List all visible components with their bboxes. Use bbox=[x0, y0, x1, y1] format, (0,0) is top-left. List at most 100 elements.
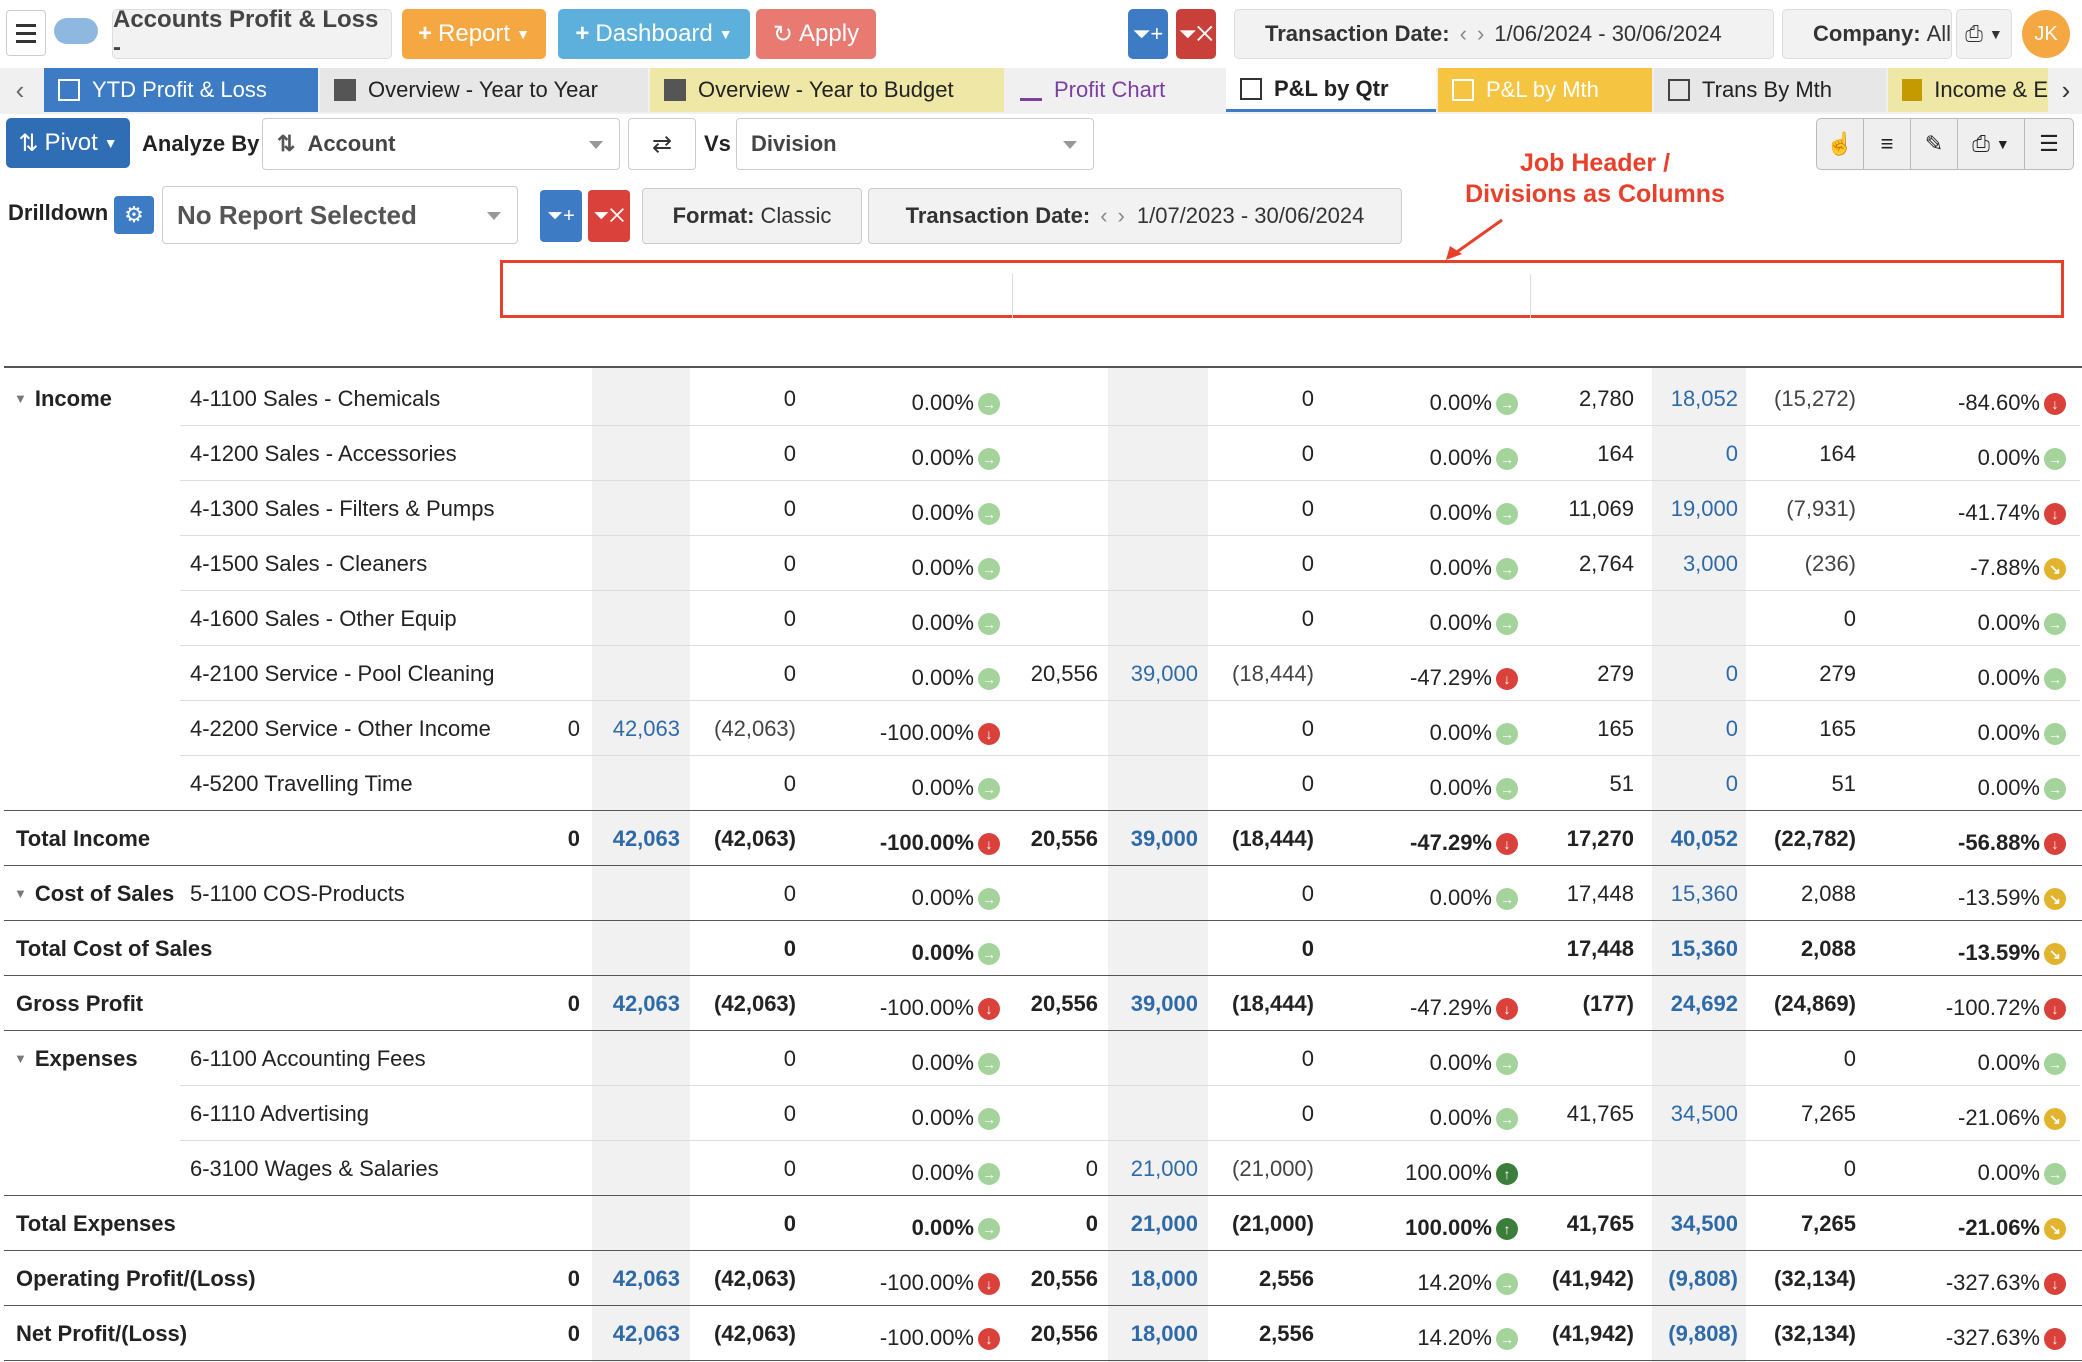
drilldown-settings-button[interactable]: ⚙ bbox=[114, 196, 154, 234]
row-group-label[interactable]: Total Cost of Sales bbox=[16, 936, 212, 962]
report-name-tab[interactable]: Accounts Profit & Loss - bbox=[112, 6, 392, 61]
tab-trans-by-mth[interactable]: Trans By Mth bbox=[1654, 68, 1886, 112]
collapse-triangle-icon[interactable]: ▼ bbox=[14, 886, 27, 901]
budget-cell[interactable]: 15,360 bbox=[1670, 936, 1738, 961]
collapse-triangle-icon[interactable]: ▼ bbox=[14, 1051, 27, 1066]
budget-cell[interactable]: 18,000 bbox=[1130, 1321, 1198, 1346]
add-filter-button[interactable]: ⏷+ bbox=[540, 190, 582, 242]
budget-cell[interactable]: 34,500 bbox=[1670, 1211, 1738, 1236]
row-group-label[interactable]: Total Expenses bbox=[16, 1211, 176, 1237]
budget-cell[interactable]: 0 bbox=[1725, 716, 1738, 741]
avatar[interactable]: JK bbox=[2022, 10, 2070, 58]
tab-ytd-profit-loss[interactable]: YTD Profit & Loss bbox=[44, 68, 318, 112]
budget-cell[interactable]: 42,063 bbox=[612, 991, 680, 1016]
row-group-label[interactable]: Gross Profit bbox=[16, 991, 143, 1017]
budget-cell[interactable]: 0 bbox=[1725, 661, 1738, 686]
budget-cell[interactable]: 0 bbox=[1725, 771, 1738, 796]
next-date-icon[interactable]: › bbox=[1476, 21, 1485, 46]
account-label[interactable]: 4-2200 Service - Other Income bbox=[190, 716, 491, 741]
swap-button[interactable]: ⇄ bbox=[628, 118, 696, 170]
edit-icon[interactable]: ✎ bbox=[1911, 119, 1958, 169]
vs-select[interactable]: Division bbox=[736, 118, 1094, 170]
account-label[interactable]: 4-1200 Sales - Accessories bbox=[190, 441, 457, 466]
row-group-label[interactable]: ▼ Income bbox=[14, 386, 112, 412]
budget-cell[interactable]: 39,000 bbox=[1130, 991, 1198, 1016]
filter-clear-icon: ⏷✕ bbox=[593, 204, 625, 227]
budget-cell[interactable]: (9,808) bbox=[1668, 1321, 1738, 1346]
clear-filter-button[interactable]: ⏷✕ bbox=[1176, 9, 1216, 59]
format-filter[interactable]: Format: Classic bbox=[642, 188, 862, 244]
transaction-date-filter[interactable]: Transaction Date: ‹ › 1/06/2024 - 30/06/… bbox=[1234, 9, 1774, 59]
tab-overview-year-to-year[interactable]: Overview - Year to Year bbox=[320, 68, 648, 112]
account-label[interactable]: 6-3100 Wages & Salaries bbox=[190, 1156, 439, 1181]
report-button[interactable]: + Report ▼ bbox=[402, 9, 546, 59]
tab-profit-chart[interactable]: Profit Chart bbox=[1006, 68, 1224, 112]
tab-pl-by-qtr[interactable]: P&L by Qtr bbox=[1226, 68, 1436, 112]
tab-income-expense[interactable]: Income & E bbox=[1888, 68, 2048, 112]
sort-icon[interactable]: ≡ bbox=[1864, 119, 1911, 169]
account-label[interactable]: 4-1500 Sales - Cleaners bbox=[190, 551, 428, 576]
transaction-date-value: 1/07/2023 - 30/06/2024 bbox=[1136, 203, 1365, 228]
row-group-label[interactable]: ▼ Expenses bbox=[14, 1046, 138, 1072]
budget-cell[interactable]: 42,063 bbox=[612, 716, 680, 741]
account-label[interactable]: 4-1600 Sales - Other Equip bbox=[190, 606, 457, 631]
pivot-button[interactable]: ⇅ Pivot ▼ bbox=[6, 118, 130, 168]
budget-cell[interactable]: 15,360 bbox=[1670, 881, 1738, 906]
actual-cell: 165 bbox=[1597, 716, 1634, 741]
menu-icon[interactable] bbox=[6, 10, 46, 56]
budget-cell[interactable]: 21,000 bbox=[1130, 1211, 1198, 1236]
transaction-date-filter-2[interactable]: Transaction Date: ‹ › 1/07/2023 - 30/06/… bbox=[868, 188, 1402, 244]
drilldown-select[interactable]: No Report Selected bbox=[162, 186, 518, 244]
account-label[interactable]: 4-1300 Sales - Filters & Pumps bbox=[190, 496, 495, 521]
analyze-by-select[interactable]: ⇅ Account bbox=[262, 118, 620, 170]
account-label[interactable]: 4-1100 Sales - Chemicals bbox=[190, 386, 441, 411]
budget-cell[interactable]: 19,000 bbox=[1670, 496, 1738, 521]
tab-overview-year-to-budget[interactable]: Overview - Year to Budget bbox=[650, 68, 1004, 112]
budget-cell[interactable]: 39,000 bbox=[1130, 826, 1198, 851]
dashboard-button[interactable]: + Dashboard ▼ bbox=[558, 9, 750, 59]
account-label[interactable]: 6-1110 Advertising bbox=[190, 1101, 369, 1126]
hamburger-icon[interactable]: ☰ bbox=[2039, 131, 2059, 156]
tabs-scroll-left-icon[interactable]: ‹ bbox=[15, 74, 25, 105]
budget-cell[interactable]: 3,000 bbox=[1682, 551, 1738, 576]
prev-date-icon[interactable]: ‹ bbox=[1100, 203, 1108, 228]
clear-filter-button[interactable]: ⏷✕ bbox=[588, 190, 630, 242]
touch-icon[interactable]: ☝ bbox=[1817, 119, 1864, 169]
budget-cell[interactable]: 18,052 bbox=[1670, 386, 1738, 411]
row-divider bbox=[4, 1195, 2082, 1196]
budget-cell[interactable]: 40,052 bbox=[1670, 826, 1738, 851]
row-group-label[interactable]: ▼ Cost of Sales bbox=[14, 881, 174, 907]
budget-cell[interactable]: 34,500 bbox=[1670, 1101, 1738, 1126]
collapse-triangle-icon[interactable]: ▼ bbox=[14, 391, 27, 406]
tabs-scroll-right-icon[interactable]: › bbox=[2061, 74, 2071, 105]
budget-cell[interactable]: 42,063 bbox=[612, 1266, 680, 1291]
tab-pl-by-mth[interactable]: P&L by Mth bbox=[1438, 68, 1652, 112]
account-label[interactable]: 4-2100 Service - Pool Cleaning bbox=[190, 661, 495, 686]
budget-cell[interactable]: (9,808) bbox=[1668, 1266, 1738, 1291]
variance-percent-value: 0.00% bbox=[911, 1105, 974, 1130]
account-label[interactable]: 6-1100 Accounting Fees bbox=[190, 1046, 426, 1071]
row-group-label[interactable]: Net Profit/(Loss) bbox=[16, 1321, 187, 1347]
variance-percent-cell: 0.00% → bbox=[1826, 1050, 2066, 1076]
add-filter-button[interactable]: ⏷+ bbox=[1128, 9, 1168, 59]
variance-percent-value: 0.00% bbox=[1977, 1050, 2040, 1075]
budget-cell[interactable]: 24,692 bbox=[1670, 991, 1738, 1016]
variance-percent-value: 0.00% bbox=[1977, 720, 2040, 745]
row-group-label[interactable]: Operating Profit/(Loss) bbox=[16, 1266, 256, 1292]
print-menu-button[interactable]: ⎙ ▼ bbox=[1956, 9, 2012, 59]
company-filter[interactable]: Company: All bbox=[1782, 9, 1952, 59]
budget-cell[interactable]: 18,000 bbox=[1130, 1266, 1198, 1291]
budget-cell[interactable]: 42,063 bbox=[612, 1321, 680, 1346]
next-date-icon[interactable]: › bbox=[1117, 203, 1125, 228]
budget-cell[interactable]: 39,000 bbox=[1130, 661, 1198, 686]
print-icon[interactable]: ⎙ ▼ bbox=[1958, 119, 2025, 169]
budget-cell[interactable]: 42,063 bbox=[612, 826, 680, 851]
budget-cell[interactable]: 0 bbox=[1725, 441, 1738, 466]
apply-button[interactable]: ↻ Apply bbox=[756, 9, 876, 59]
account-label[interactable]: 4-5200 Travelling Time bbox=[190, 771, 413, 796]
prev-date-icon[interactable]: ‹ bbox=[1459, 21, 1467, 46]
budget-cell[interactable]: 21,000 bbox=[1130, 1156, 1198, 1181]
account-label[interactable]: 5-1100 COS-Products bbox=[190, 881, 405, 906]
row-group-label[interactable]: Total Income bbox=[16, 826, 150, 852]
variance-cell: (32,134) bbox=[1774, 1266, 1856, 1291]
